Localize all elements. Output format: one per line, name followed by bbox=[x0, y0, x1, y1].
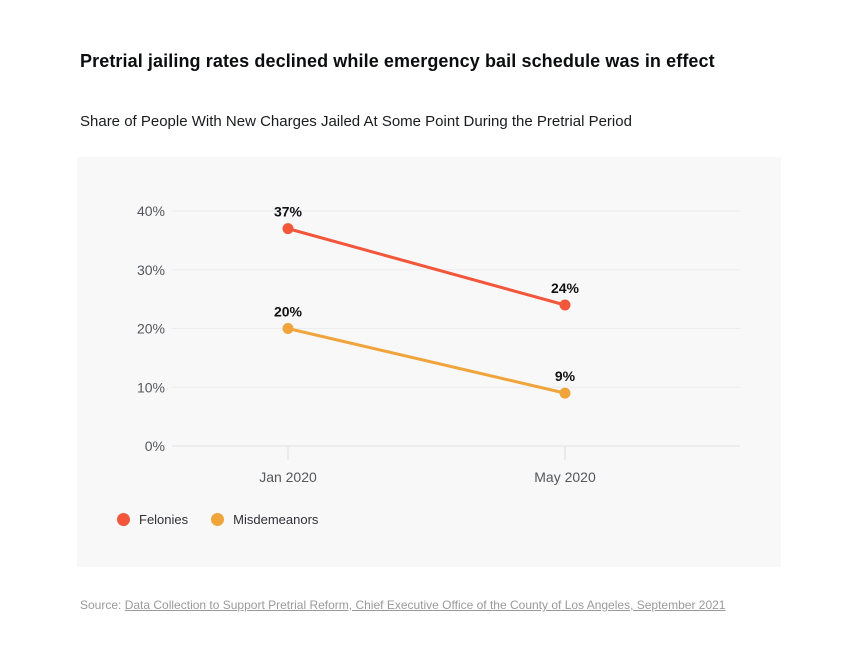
chart-panel: 0% 10% 20% 30% 40% Jan 2020 May 2020 37% 24% 20% 9… bbox=[77, 157, 781, 567]
y-axis-tick-label: 30% bbox=[137, 262, 165, 278]
line-chart-canvas: 0% 10% 20% 30% 40% Jan 2020 May 2020 37% 24% 20% 9… bbox=[137, 203, 740, 485]
chart-legend: Felonies Misdemeanors bbox=[117, 512, 318, 527]
source-line: Source: Data Collection to Support Pretr… bbox=[80, 597, 725, 613]
data-point-label: 20% bbox=[274, 304, 303, 320]
legend-label: Felonies bbox=[139, 512, 189, 527]
legend-item-misdemeanors[interactable]: Misdemeanors bbox=[211, 512, 318, 527]
y-axis-tick-label: 0% bbox=[145, 438, 165, 454]
y-axis-tick-label: 40% bbox=[137, 203, 165, 219]
data-point-misdemeanors[interactable] bbox=[559, 387, 571, 399]
series-line-misdemeanors bbox=[287, 327, 566, 395]
felonies-legend-dot-icon bbox=[117, 513, 130, 526]
legend-item-felonies[interactable]: Felonies bbox=[117, 512, 188, 527]
x-axis-tick-label: May 2020 bbox=[534, 469, 596, 485]
source-link[interactable]: Data Collection to Support Pretrial Refo… bbox=[124, 598, 726, 612]
line-chart: 0% 10% 20% 30% 40% Jan 2020 May 2020 37% 24% 20% 9… bbox=[77, 157, 781, 567]
source-prefix: Source: bbox=[80, 598, 125, 612]
x-axis-tick-label: Jan 2020 bbox=[259, 469, 317, 485]
chart-title: Pretrial jailing rates declined while em… bbox=[80, 51, 715, 71]
y-axis-tick-label: 20% bbox=[137, 321, 165, 337]
data-point-felonies[interactable] bbox=[559, 299, 571, 311]
data-point-misdemeanors[interactable] bbox=[282, 323, 294, 334]
legend-label: Misdemeanors bbox=[233, 512, 319, 527]
data-point-label: 9% bbox=[555, 368, 576, 384]
series-line-felonies bbox=[287, 227, 566, 307]
data-point-label: 24% bbox=[551, 280, 580, 296]
misdemeanors-legend-dot-icon bbox=[211, 513, 225, 526]
chart-subtitle: Share of People With New Charges Jailed … bbox=[80, 113, 632, 130]
data-point-felonies[interactable] bbox=[282, 223, 294, 235]
data-point-label: 37% bbox=[274, 204, 303, 220]
y-axis-tick-label: 10% bbox=[137, 379, 165, 395]
